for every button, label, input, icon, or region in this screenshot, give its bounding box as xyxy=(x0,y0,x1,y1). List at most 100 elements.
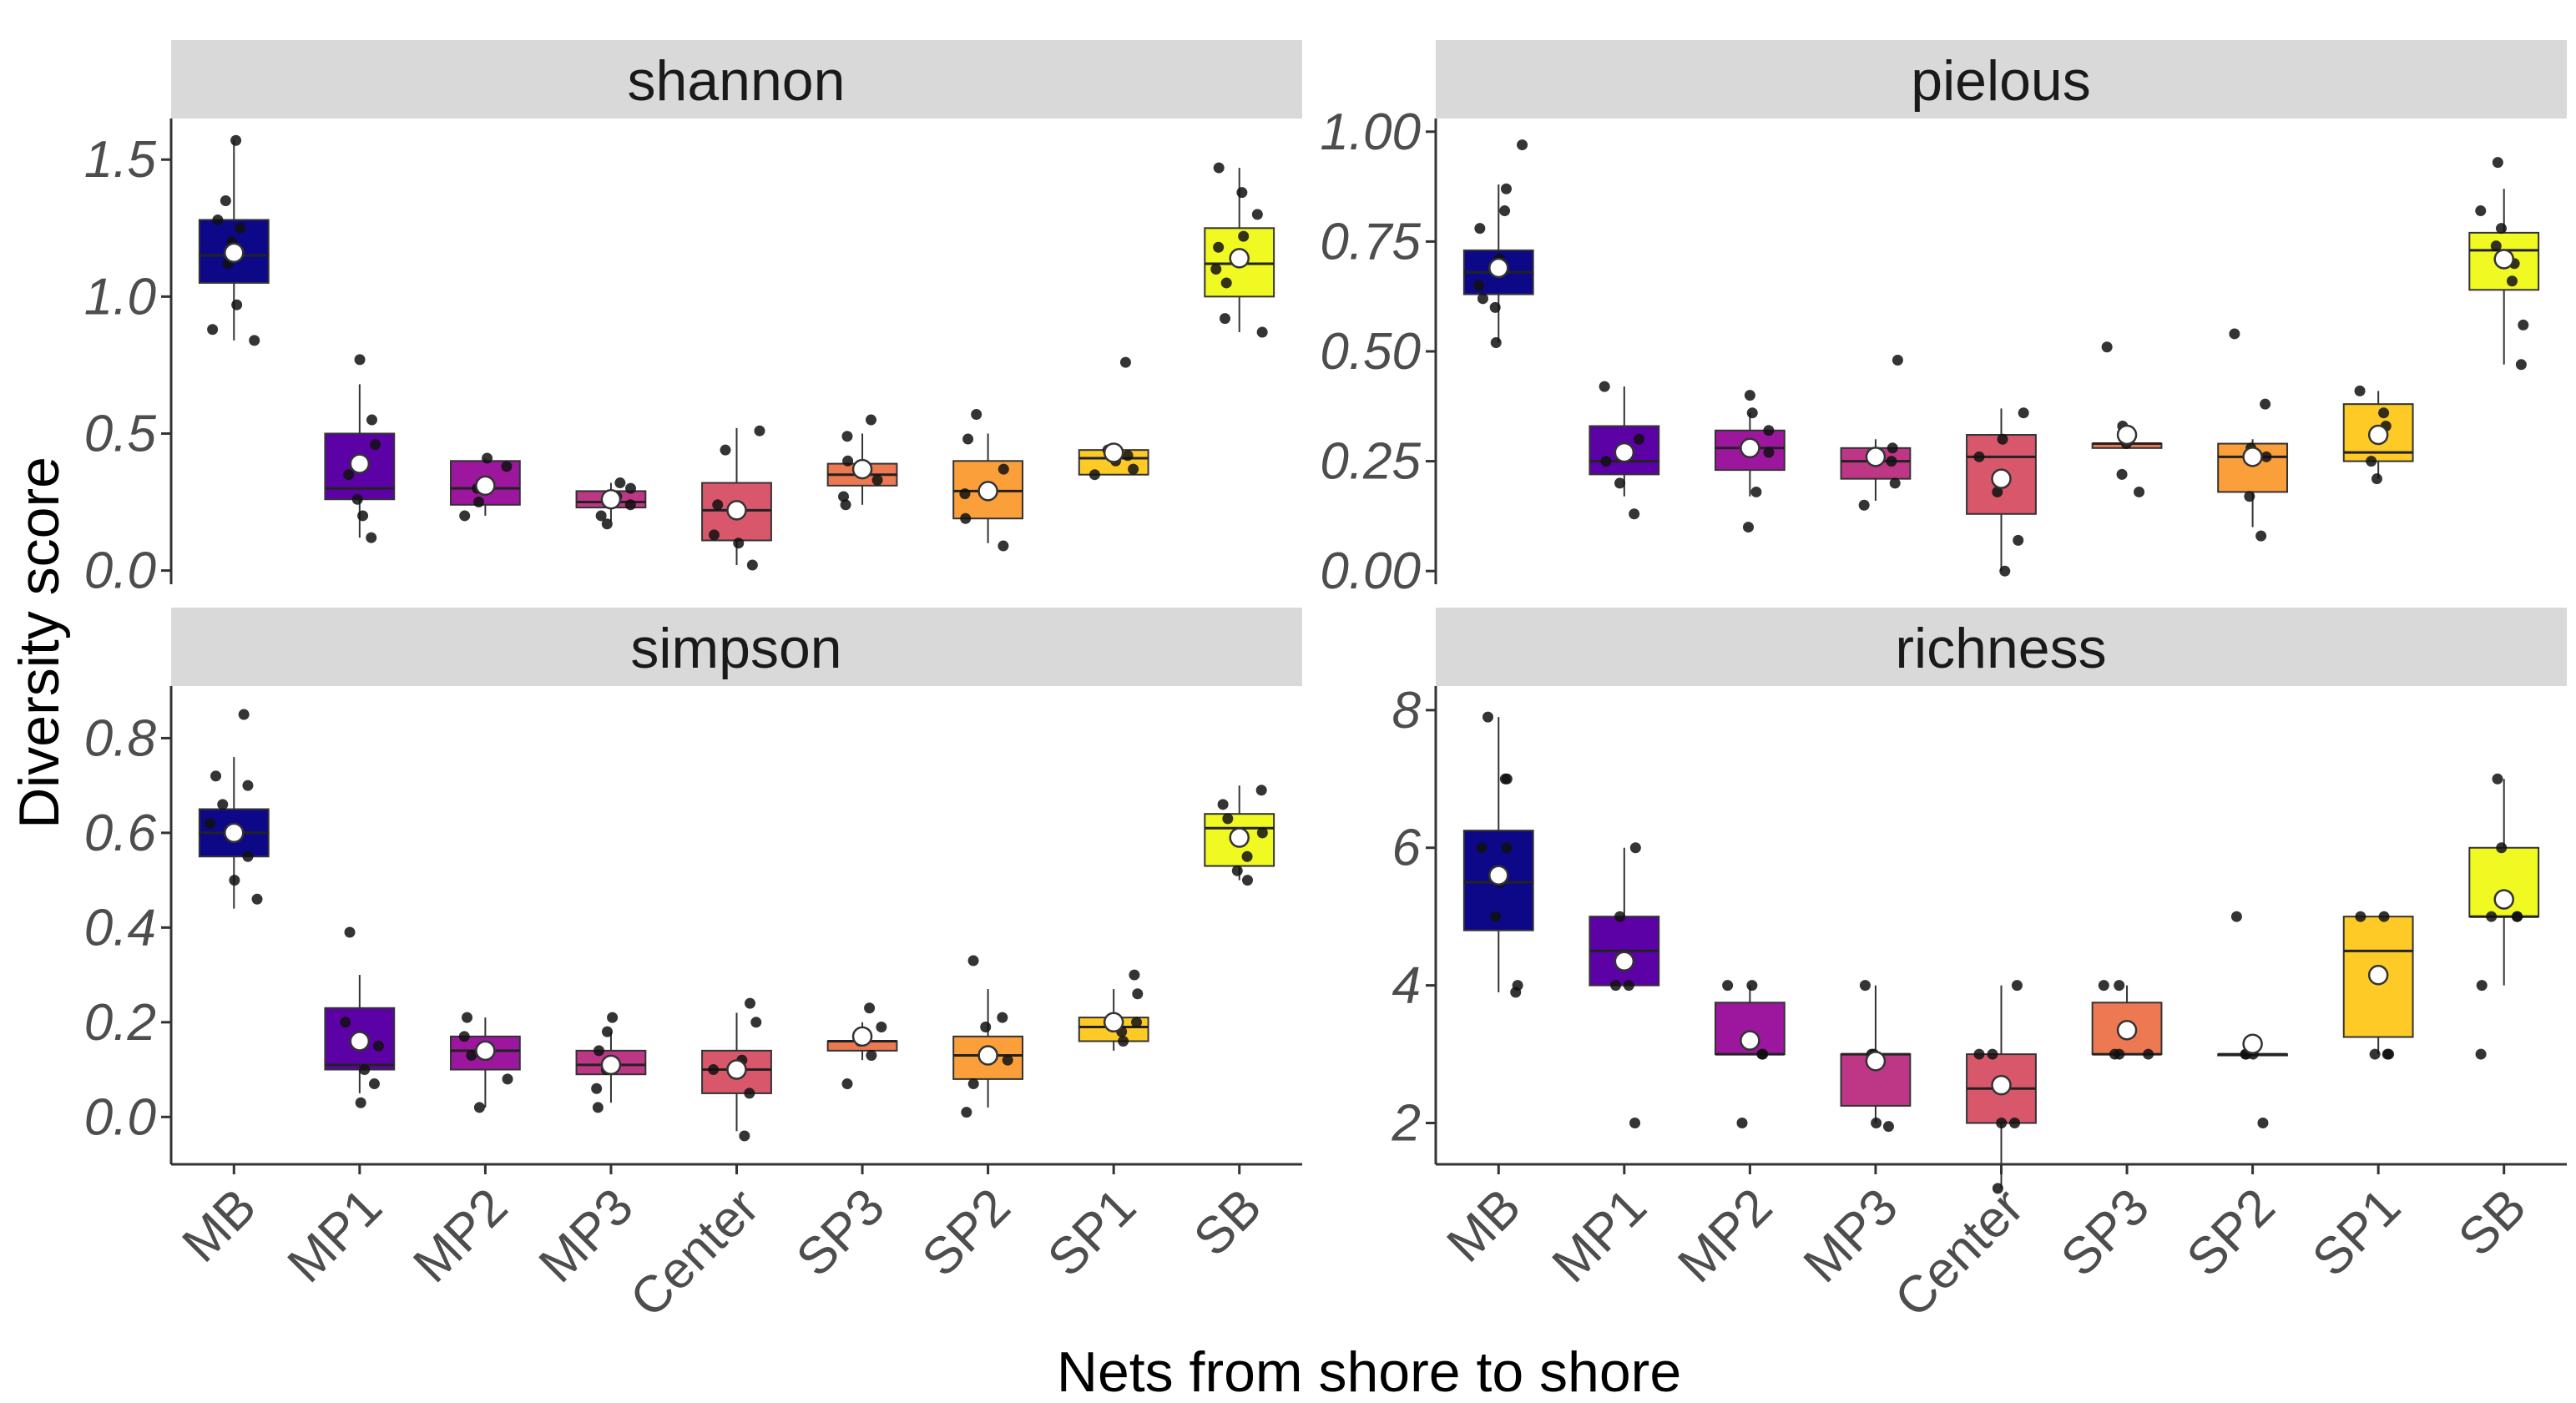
data-point xyxy=(2490,240,2502,252)
data-point xyxy=(971,408,982,420)
mean-marker xyxy=(224,822,245,844)
data-point xyxy=(1489,301,1501,313)
mean-marker xyxy=(1488,865,1509,886)
data-point xyxy=(2486,911,2498,922)
data-point xyxy=(251,893,263,905)
mean-marker xyxy=(2116,1019,2138,1041)
data-point xyxy=(2518,319,2529,331)
strip-title: simpson xyxy=(630,617,841,680)
data-point xyxy=(1501,842,1513,854)
data-point xyxy=(2492,157,2503,169)
mean-marker xyxy=(600,1054,622,1076)
data-point xyxy=(1634,433,1645,445)
data-point xyxy=(1119,356,1131,368)
data-point xyxy=(482,452,493,464)
data-point xyxy=(1220,277,1232,289)
data-point xyxy=(2369,1048,2381,1060)
data-point xyxy=(960,512,972,524)
data-point xyxy=(1623,980,1634,992)
data-point xyxy=(1886,456,1897,467)
data-point xyxy=(1251,209,1263,220)
data-point xyxy=(1858,499,1870,511)
data-point xyxy=(207,324,219,336)
data-point xyxy=(458,1031,470,1042)
data-point xyxy=(1999,565,2011,577)
data-point xyxy=(249,335,260,346)
data-point xyxy=(1118,1035,1129,1047)
mean-marker xyxy=(1103,442,1124,463)
mean-marker xyxy=(1614,442,1635,463)
data-point xyxy=(959,488,971,500)
data-point xyxy=(205,818,216,830)
mean-marker xyxy=(1740,1030,1760,1051)
data-point xyxy=(1600,456,1612,467)
data-point xyxy=(1614,911,1625,922)
data-point xyxy=(351,493,363,505)
data-point xyxy=(473,1102,485,1113)
x-tick-label: MP2 xyxy=(402,1178,518,1294)
data-point xyxy=(961,1107,972,1118)
data-point xyxy=(210,770,222,782)
y-tick-label: 0.0 xyxy=(84,1088,156,1146)
data-point xyxy=(595,510,607,522)
data-point xyxy=(2496,223,2508,235)
data-point xyxy=(2511,911,2523,922)
data-point xyxy=(1992,1183,2003,1194)
mean-marker xyxy=(1865,447,1887,467)
data-point xyxy=(841,431,853,442)
data-point xyxy=(2260,451,2272,462)
data-point xyxy=(1474,223,1486,235)
mean-marker xyxy=(1991,468,2012,489)
mean-marker xyxy=(2116,424,2138,446)
data-point xyxy=(1255,785,1267,796)
data-point xyxy=(2116,468,2128,480)
x-tick-label: MP3 xyxy=(1793,1178,1909,1294)
x-tick-label: Center xyxy=(619,1178,770,1328)
data-point xyxy=(1213,162,1225,174)
data-point xyxy=(2009,1118,2021,1129)
data-point xyxy=(368,1078,380,1090)
data-point xyxy=(866,414,877,426)
y-tick-label: 0.2 xyxy=(84,994,156,1052)
data-point xyxy=(746,559,758,571)
mean-marker xyxy=(2493,249,2514,270)
data-point xyxy=(1242,875,1254,886)
data-point xyxy=(1887,442,1898,454)
data-point xyxy=(1746,407,1758,419)
data-point xyxy=(229,875,240,886)
mean-marker xyxy=(600,488,622,510)
strip-background xyxy=(1436,608,2567,686)
data-point xyxy=(750,1017,762,1028)
data-point xyxy=(466,1050,477,1062)
data-point xyxy=(1614,477,1625,489)
data-point xyxy=(2496,842,2508,854)
y-tick-label: 0.5 xyxy=(84,405,157,462)
mean-marker xyxy=(349,453,371,474)
data-point xyxy=(242,780,254,791)
data-point xyxy=(220,194,231,206)
data-point xyxy=(2506,275,2518,287)
data-point xyxy=(217,799,229,810)
data-point xyxy=(967,955,979,966)
data-point xyxy=(2114,980,2125,992)
data-point xyxy=(212,214,224,225)
x-tick-label: MP1 xyxy=(277,1178,393,1294)
data-point xyxy=(601,1026,613,1037)
data-point xyxy=(242,850,254,862)
mean-marker xyxy=(977,481,998,502)
data-point xyxy=(1241,850,1253,862)
data-point xyxy=(745,997,756,1009)
data-point xyxy=(1859,980,1871,992)
data-point xyxy=(1610,980,1622,992)
data-point xyxy=(1490,336,1502,348)
data-point xyxy=(366,532,377,543)
mean-marker xyxy=(1614,951,1635,972)
data-point xyxy=(1500,183,1512,194)
data-point xyxy=(1236,187,1248,199)
data-point xyxy=(838,491,850,502)
data-point xyxy=(1482,711,1493,723)
data-point xyxy=(2382,1048,2393,1060)
data-point xyxy=(1489,911,1501,922)
data-point xyxy=(2229,328,2240,340)
